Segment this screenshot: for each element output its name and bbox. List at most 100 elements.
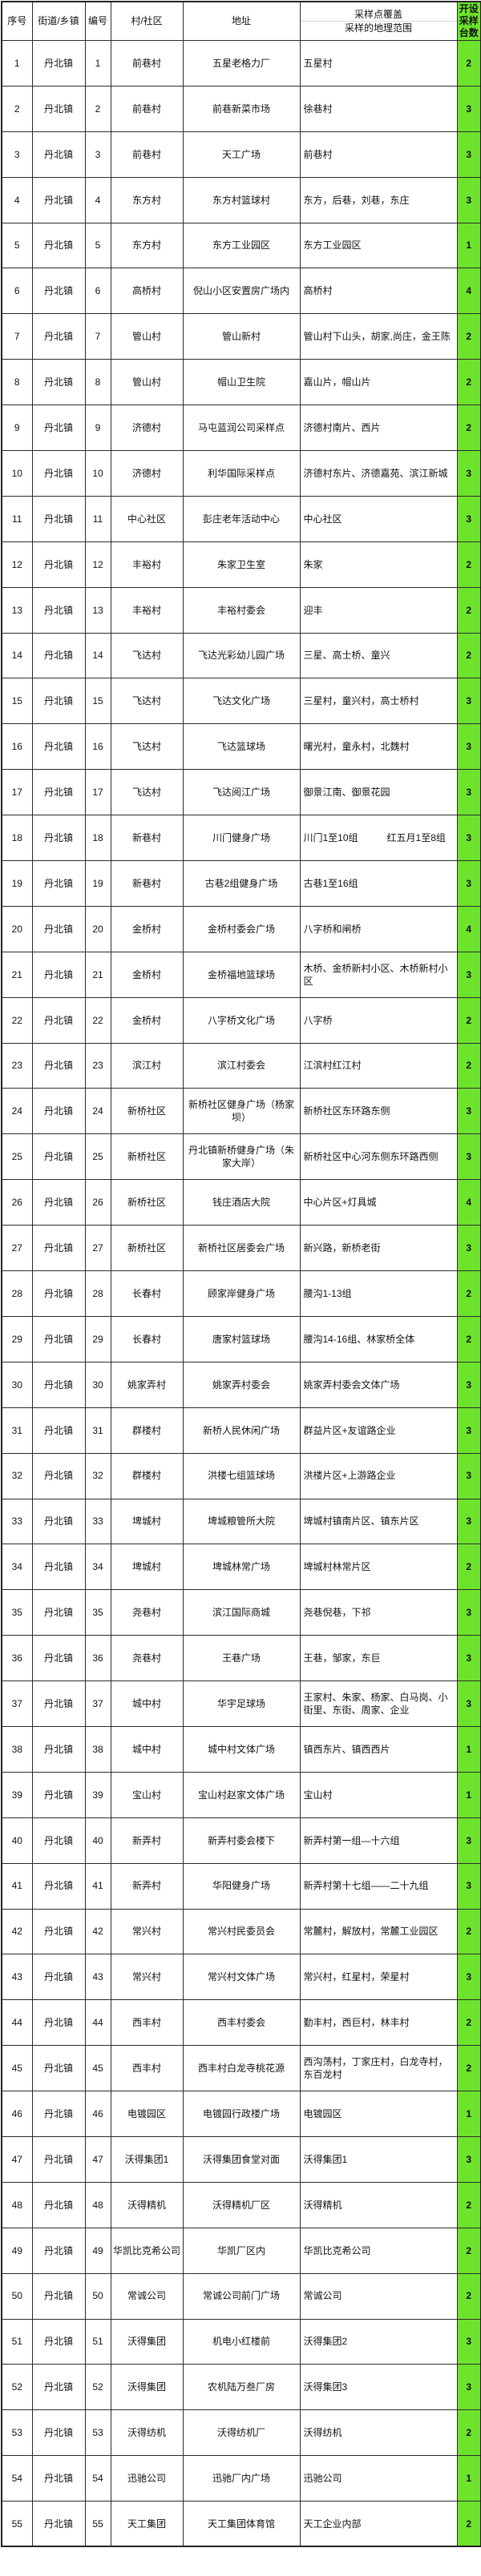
cell-town: 丹北镇 [31,541,86,588]
cell-address: 彭庄老年活动中心 [182,495,301,542]
table-row: 45 丹北镇 45 西丰村 西丰村白龙寺桃花源 西沟荡村，丁家庄村，白龙寺村，东百龙村 2 [1,2045,481,2092]
table-row: 31 丹北镇 31 群楼村 新桥人民休闲广场 群益片区+友谊路企业 3 [1,1407,481,1454]
cell-address: 飞达光彩幼儿园广场 [182,632,301,679]
cell-town: 丹北镇 [31,1088,86,1135]
cell-village: 新弄村 [110,1862,184,1910]
cell-seq: 53 [1,2409,33,2457]
table-row: 15 丹北镇 15 飞达村 飞达文化广场 三星村，童兴村，高士桥村 3 [1,678,481,725]
cell-code: 7 [84,313,111,360]
cell-count: 2 [456,2045,481,2092]
cell-town: 丹北镇 [31,495,86,542]
cell-seq: 39 [1,1771,33,1818]
cell-seq: 29 [1,1315,33,1362]
cell-coverage: 腰沟1-13组 [299,1270,458,1317]
cell-address: 西丰村委会 [182,1999,301,2047]
cell-address: 农机陆万叁厂房 [182,2364,301,2411]
cell-coverage: 川门1至10组 红五月1至8组 [299,815,458,862]
cell-code: 35 [84,1589,111,1636]
cell-count: 1 [456,222,481,269]
cell-address: 洪楼七组篮球场 [182,1452,301,1499]
table-row: 4 丹北镇 4 东方村 东方村篮球村 东方，后巷，刘巷，东庄 3 [1,176,481,223]
cell-address: 滨江村委会 [182,1042,301,1089]
cell-town: 丹北镇 [31,1680,86,1727]
cell-village: 新桥社区 [110,1088,184,1135]
cell-town: 丹北镇 [31,1544,86,1591]
cell-village: 高桥村 [110,268,184,315]
cell-count: 2 [456,1315,481,1362]
cell-village: 华凯比克希公司 [110,2227,184,2274]
cell-town: 丹北镇 [31,2455,86,2502]
cell-seq: 48 [1,2181,33,2228]
cell-code: 25 [84,1133,111,1181]
cell-seq: 38 [1,1725,33,1773]
cell-coverage: 迎丰 [299,586,458,634]
table-row: 3 丹北镇 3 前巷村 天工广场 前巷村 3 [1,131,481,178]
table-row: 43 丹北镇 43 常兴村 常兴村文体广场 常兴村，红星村，荣星村 3 [1,1954,481,2001]
cell-address: 顾家岸健身广场 [182,1270,301,1317]
header-coverage-bottom: 采样的地理范围 [344,22,412,34]
table-row: 38 丹北镇 38 城中村 城中村文体广场 镇西东片、镇西西片 1 [1,1725,481,1773]
table-row: 29 丹北镇 29 长春村 唐家村篮球场 腰沟14-16组、林家桥全体 2 [1,1315,481,1362]
table-row: 50 丹北镇 50 常诚公司 常诚公司前门广场 常诚公司 2 [1,2272,481,2320]
cell-village: 金桥村 [110,951,184,998]
table-row: 17 丹北镇 17 飞达村 飞达阅江广场 御景江南、御景花园 3 [1,769,481,816]
cell-address: 帽山卫生院 [182,359,301,406]
cell-town: 丹北镇 [31,2409,86,2457]
cell-seq: 30 [1,1361,33,1408]
cell-code: 23 [84,1042,111,1089]
cell-count: 2 [456,40,481,87]
cell-address: 丰裕村委会 [182,586,301,634]
table-row: 54 丹北镇 54 迅驰公司 迅驰厂内广场 迅驰公司 1 [1,2455,481,2502]
cell-count: 3 [456,450,481,497]
cell-village: 沃得集团1 [110,2135,184,2183]
cell-address: 西丰村白龙寺桃花源 [182,2045,301,2092]
cell-town: 丹北镇 [31,1179,86,1226]
cell-address: 飞达篮球场 [182,723,301,771]
cell-count: 2 [456,2501,481,2547]
cell-village: 常诚公司 [110,2272,184,2320]
cell-village: 姚家弄村 [110,1361,184,1408]
cell-code: 43 [84,1954,111,2001]
cell-code: 21 [84,951,111,998]
cell-town: 丹北镇 [31,222,86,269]
cell-seq: 23 [1,1042,33,1089]
cell-code: 53 [84,2409,111,2457]
cell-count: 3 [456,1954,481,2001]
cell-code: 49 [84,2227,111,2274]
cell-coverage: 中心片区+灯具城 [299,1179,458,1226]
cell-code: 42 [84,1908,111,1955]
cell-village: 新桥社区 [110,1133,184,1181]
cell-address: 管山新村 [182,313,301,360]
cell-coverage: 埤城村林常片区 [299,1544,458,1591]
cell-seq: 52 [1,2364,33,2411]
cell-town: 丹北镇 [31,1862,86,1910]
cell-town: 丹北镇 [31,405,86,452]
table-row: 10 丹北镇 10 济德村 利华国际采样点 济德村东片、济德嘉苑、滨江新城 3 [1,450,481,497]
cell-code: 54 [84,2455,111,2502]
header-coverage: 采样点覆盖 采样的地理范围 [299,1,458,41]
table-row: 13 丹北镇 13 丰裕村 丰裕村委会 迎丰 2 [1,586,481,634]
cell-town: 丹北镇 [31,996,86,1044]
cell-code: 12 [84,541,111,588]
table-row: 27 丹北镇 27 新桥社区 新桥社区居委会广场 新兴路，新桥老街 3 [1,1225,481,1272]
cell-village: 飞达村 [110,632,184,679]
cell-village: 迅驰公司 [110,2455,184,2502]
cell-town: 丹北镇 [31,2045,86,2092]
cell-address: 八字桥文化广场 [182,996,301,1044]
cell-count: 3 [456,131,481,178]
cell-coverage: 东方，后巷，刘巷，东庄 [299,176,458,223]
cell-town: 丹北镇 [31,1771,86,1818]
cell-count: 1 [456,1771,481,1818]
cell-code: 27 [84,1225,111,1272]
cell-count: 3 [456,2135,481,2183]
cell-code: 52 [84,2364,111,2411]
cell-village: 天工集团 [110,2501,184,2547]
cell-seq: 47 [1,2135,33,2183]
cell-count: 2 [456,1999,481,2047]
cell-seq: 40 [1,1817,33,1864]
cell-coverage: 镇西东片、镇西西片 [299,1725,458,1773]
cell-town: 丹北镇 [31,1999,86,2047]
cell-seq: 10 [1,450,33,497]
cell-address: 前巷新菜市场 [182,85,301,132]
cell-village: 丰裕村 [110,541,184,588]
